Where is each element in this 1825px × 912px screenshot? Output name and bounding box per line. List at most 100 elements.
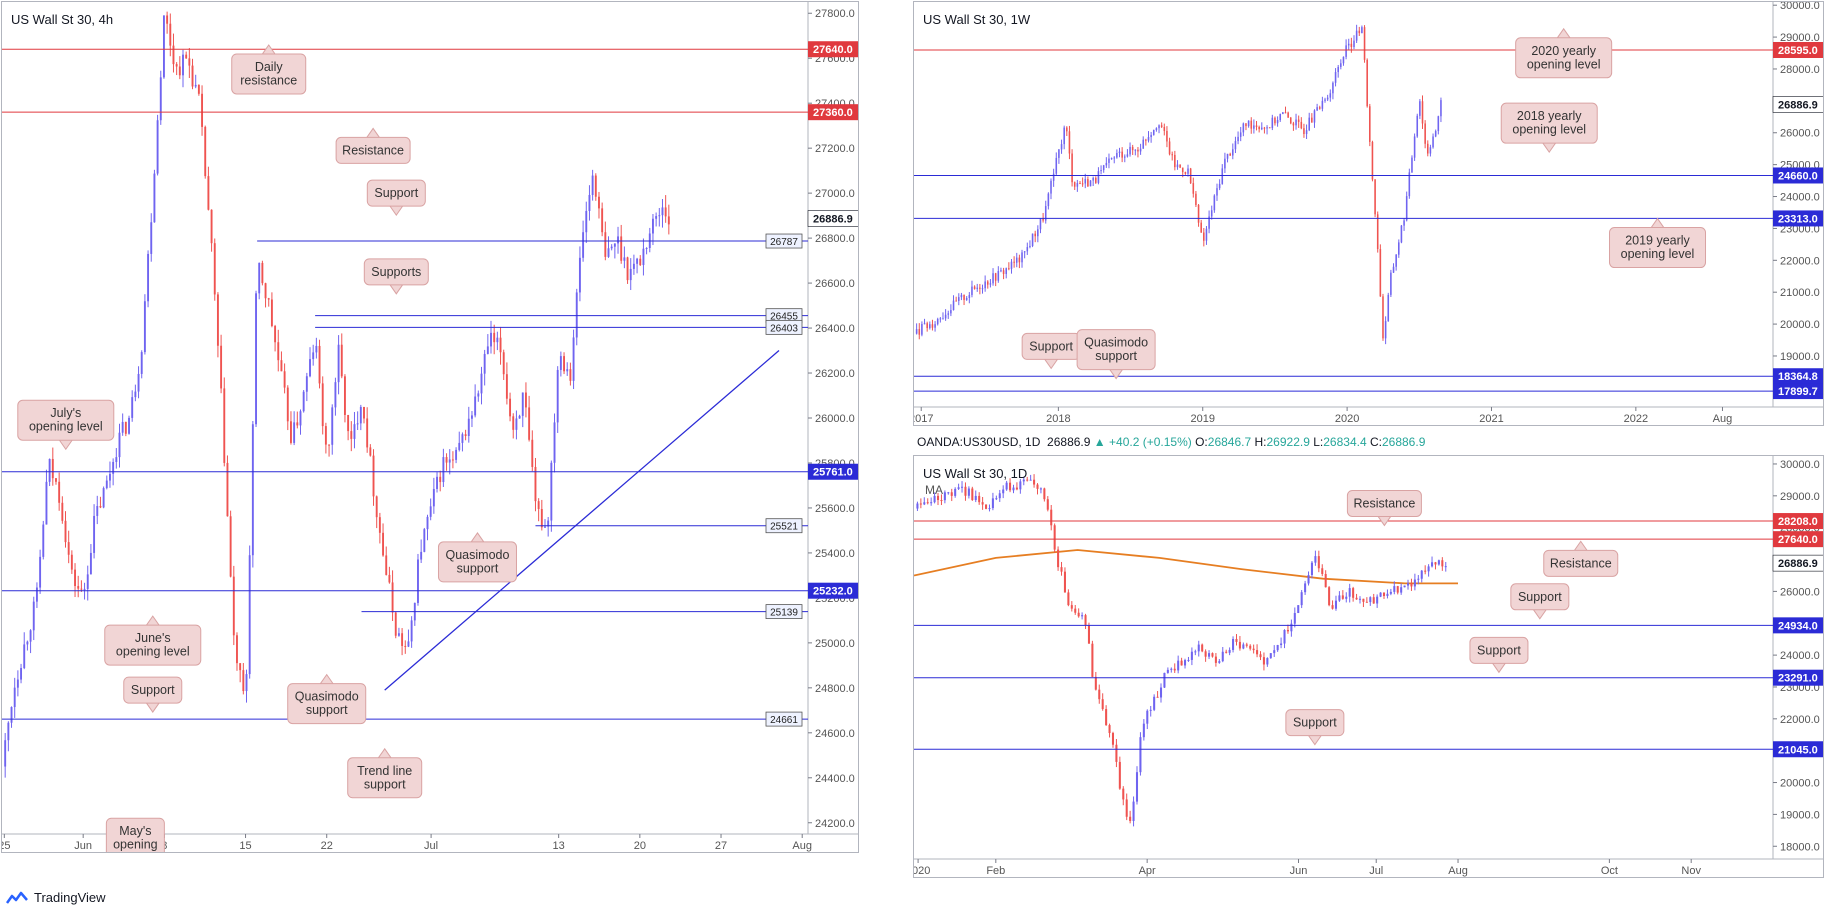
candle-body (1187, 659, 1190, 661)
time-tick-label: Aug (1713, 413, 1733, 425)
candle-body (936, 495, 940, 501)
candle-body (572, 337, 575, 381)
candle-body (950, 310, 952, 314)
candle-body (1187, 168, 1189, 174)
candle-body (1208, 216, 1210, 229)
time-tick-label: 2020 (914, 865, 930, 877)
candle-body (1166, 669, 1169, 673)
callout: Support (123, 676, 183, 713)
candle-body (175, 64, 178, 67)
callout-box (287, 683, 367, 725)
candle-body (1318, 107, 1321, 109)
candle-body (445, 457, 448, 463)
candle-body (442, 457, 445, 483)
ohlc-c-label: C: (1369, 435, 1382, 449)
chart-panel-1w[interactable]: US Wall St 30, 1W 18000.019000.020000.02… (913, 1, 1824, 426)
chart-svg-1d[interactable]: 18000.019000.020000.021000.022000.023000… (914, 456, 1823, 877)
candle-body (1427, 566, 1430, 572)
chart-panel-1d[interactable]: US Wall St 30, 1D MA 18000.0 19000.0 20000… (913, 455, 1824, 878)
callout: Supports (363, 258, 429, 295)
candle-body (1260, 127, 1263, 130)
candle-body (109, 473, 111, 481)
candle-body (1410, 583, 1413, 587)
candle-body (220, 345, 223, 389)
callout-text: support (1095, 349, 1137, 363)
candle-body (952, 300, 955, 311)
level-value-label: 24661 (770, 715, 798, 726)
candle-body (213, 243, 216, 295)
level-price-badge (1773, 41, 1823, 58)
price-tick-label: 20000.0 (1780, 778, 1820, 790)
candle-body (1266, 658, 1269, 665)
candle-body (1010, 261, 1013, 269)
candle-body (989, 283, 992, 285)
candle-body (1008, 268, 1010, 270)
candle-body (1135, 772, 1139, 802)
candle-body (960, 294, 963, 298)
candle-body (534, 466, 537, 502)
level-price-label: 27360.0 (813, 107, 853, 119)
candle-body (1340, 63, 1342, 67)
candle-body (1269, 653, 1272, 659)
footer-brand[interactable]: TradingView (34, 890, 106, 905)
candle-body (1382, 592, 1386, 596)
candle-body (229, 516, 232, 577)
candle-body (1348, 588, 1351, 597)
candle-body (1266, 127, 1268, 129)
candle-body (588, 194, 591, 211)
candle-body (1037, 229, 1039, 237)
level-price-label: 27640.0 (1778, 534, 1818, 546)
candle-body (1077, 612, 1080, 617)
candle-body (943, 492, 946, 501)
candle-body (432, 488, 435, 507)
level-value-label: 26787 (770, 237, 798, 248)
callout-pointer (1490, 661, 1507, 674)
candle-body (1413, 579, 1416, 587)
candle-body (528, 407, 531, 440)
callout-text: opening level (116, 645, 190, 659)
candle-body (350, 431, 353, 439)
candle-body (1308, 117, 1311, 131)
candle-body (916, 503, 919, 509)
level-price-badge (1773, 167, 1823, 184)
candle-body (499, 337, 502, 353)
candle-body (1389, 591, 1392, 594)
callout: Support (1285, 709, 1345, 746)
chart-panel-4h[interactable]: US Wall St 30, 4h 24200.0 24400.0 24600.0 2… (1, 1, 859, 853)
candle-body (940, 500, 943, 502)
candle-body (1050, 180, 1052, 194)
candle-body (264, 283, 267, 299)
price-tick-label: 24600.0 (815, 728, 855, 740)
candle-body (328, 444, 331, 446)
candle-body (1361, 27, 1363, 34)
callout-box (347, 757, 423, 799)
price-tick-label: 24400.0 (815, 773, 855, 785)
candle-body (1382, 296, 1384, 339)
candle-body (1338, 595, 1341, 601)
candle-body (372, 455, 375, 497)
candle-body (1293, 613, 1296, 624)
level-value-label: 25521 (770, 522, 798, 533)
candle-body (407, 641, 410, 647)
candle-body (1235, 638, 1238, 642)
ohlc-change: +40.2 (+0.15%) (1109, 435, 1192, 449)
candle-body (1232, 638, 1235, 650)
ohlc-c: 26886.9 (1381, 435, 1426, 449)
chart-svg-4h[interactable]: 24200.024400.024600.024800.025000.025200… (2, 2, 858, 852)
callout-box (231, 53, 307, 95)
candle-body (1411, 157, 1413, 173)
candle-body (521, 392, 524, 416)
candle-body (1137, 149, 1139, 152)
candle-body (1347, 43, 1350, 46)
candle-body (1371, 141, 1374, 180)
candle-body (919, 503, 922, 505)
candle-body (1039, 218, 1042, 230)
candle-body (1034, 233, 1036, 237)
trend-line-support (384, 350, 780, 691)
candle-body (1280, 643, 1283, 646)
candle-body (985, 504, 988, 509)
chart-svg-1w[interactable]: 18000.019000.020000.021000.022000.023000… (914, 2, 1823, 425)
candle-body (1200, 222, 1202, 233)
